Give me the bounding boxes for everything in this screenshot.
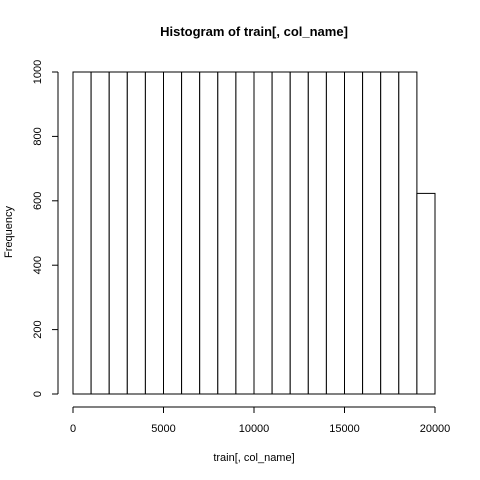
histogram-bar-1 [91,72,109,394]
x-axis-label: train[, col_name] [213,452,294,464]
y-tick-label-0: 0 [32,391,44,397]
x-tick-label-1: 5000 [151,423,175,435]
y-tick-label-5: 1000 [32,60,44,84]
histogram-bar-17 [381,72,399,394]
histogram-bar-16 [363,72,381,394]
histogram-bar-12 [290,72,308,394]
x-tick-label-4: 20000 [420,423,451,435]
histogram-bar-9 [236,72,254,394]
y-tick-label-3: 600 [32,192,44,210]
y-tick-label-2: 400 [32,256,44,274]
chart-title: Histogram of train[, col_name] [160,24,348,39]
histogram-bar-2 [109,72,127,394]
histogram-bar-7 [200,72,218,394]
histogram-bar-18 [399,72,417,394]
bars-group [73,72,435,394]
y-axis: 0 200 400 600 800 1000 [32,60,58,397]
histogram-bar-6 [182,72,200,394]
x-tick-label-0: 0 [70,423,76,435]
histogram-bar-3 [127,72,145,394]
x-tick-label-3: 15000 [329,423,360,435]
histogram-bar-13 [308,72,326,394]
histogram-bar-10 [254,72,272,394]
histogram-bar-8 [218,72,236,394]
histogram-bar-19 [417,193,435,394]
x-axis: 0 5000 10000 15000 20000 [70,407,450,435]
histogram-bar-11 [272,72,290,394]
histogram-bar-0 [73,72,91,394]
histogram-bar-14 [326,72,344,394]
histogram-bar-15 [345,72,363,394]
x-tick-label-2: 10000 [239,423,270,435]
y-axis-label: Frequency [3,206,15,258]
histogram-bar-5 [164,72,182,394]
histogram-bar-4 [145,72,163,394]
y-tick-label-4: 800 [32,127,44,145]
y-tick-label-1: 200 [32,320,44,338]
